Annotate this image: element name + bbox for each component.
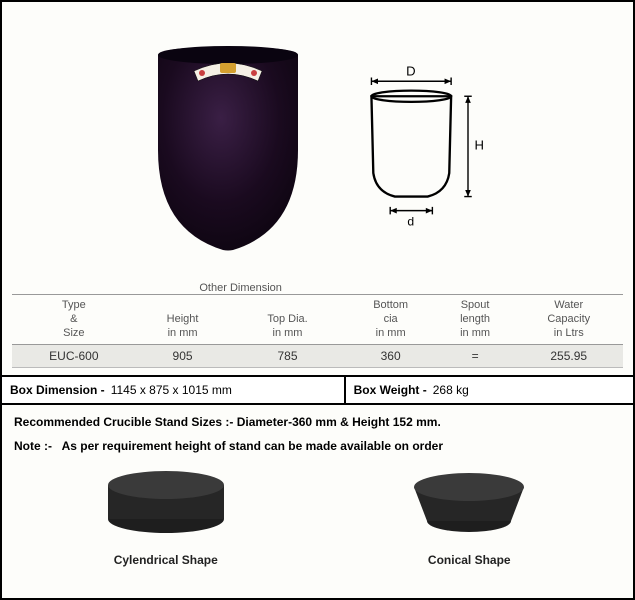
box-info-section: Box Dimension - 1145 x 875 x 1015 mm Box… (2, 377, 633, 405)
cylindrical-stand-image (91, 461, 241, 541)
label-H: H (474, 137, 483, 152)
box-dimension: Box Dimension - 1145 x 875 x 1015 mm (2, 377, 346, 403)
conical-label: Conical Shape (428, 553, 511, 567)
box-weight: Box Weight - 268 kg (346, 377, 633, 403)
cell-spout: = (436, 345, 515, 368)
conical-stand-image (394, 461, 544, 541)
spec-table: Other Dimension Type & Size Height in mm (12, 279, 623, 368)
product-image-area: D H d (12, 8, 623, 273)
col-bottom-dia: Bottom cia in mm (346, 295, 436, 345)
recommended-text: Recommended Crucible Stand Sizes :- Diam… (14, 415, 621, 429)
note-text: Note :- As per requirement height of sta… (14, 439, 621, 453)
box-dim-value: 1145 x 875 x 1015 mm (111, 383, 232, 397)
cell-bottom-dia: 360 (346, 345, 436, 368)
cell-type-size: EUC-600 (12, 345, 136, 368)
box-weight-label: Box Weight - (354, 383, 427, 397)
col-spout: Spout length in mm (436, 295, 515, 345)
cylindrical-stand: Cylendrical Shape (91, 461, 241, 567)
col-type-size: Type & Size (12, 295, 136, 345)
other-dim-header: Other Dimension (136, 279, 346, 295)
table-row: EUC-600 905 785 360 = 255.95 (12, 345, 623, 368)
dimension-diagram: D H d (348, 60, 498, 230)
product-section: D H d (2, 2, 633, 377)
cell-height: 905 (136, 345, 230, 368)
cylindrical-label: Cylendrical Shape (114, 553, 218, 567)
stands-section: Recommended Crucible Stand Sizes :- Diam… (2, 405, 633, 598)
cell-top-dia: 785 (229, 345, 345, 368)
col-height: Height in mm (136, 295, 230, 345)
label-d: d (407, 214, 414, 228)
col-water: Water Capacity in Ltrs (514, 295, 623, 345)
crucible-image (138, 35, 318, 255)
box-weight-value: 268 kg (433, 383, 469, 397)
stands-row: Cylendrical Shape Conical Shape (14, 461, 621, 567)
cell-water: 255.95 (514, 345, 623, 368)
conical-stand: Conical Shape (394, 461, 544, 567)
box-dim-label: Box Dimension - (10, 383, 105, 397)
page-container: D H d (0, 0, 635, 600)
col-top-dia: Top Dia. in mm (229, 295, 345, 345)
label-D: D (406, 63, 415, 78)
